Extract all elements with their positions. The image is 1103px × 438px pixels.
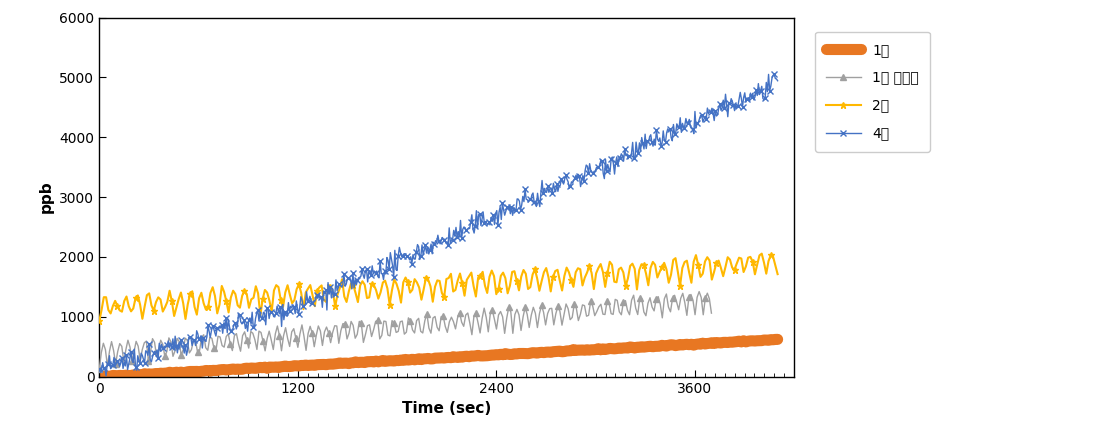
Line: 2번: 2번 [96, 250, 781, 325]
1번 [709, 340, 722, 345]
1번 재측정 [609, 297, 622, 302]
1번 [93, 374, 106, 379]
1번 재측정 [93, 367, 106, 372]
4번 [771, 78, 784, 83]
4번 [493, 204, 506, 209]
2번 [707, 269, 720, 275]
2번 [93, 318, 106, 324]
Line: 1번 재측정: 1번 재측정 [96, 288, 715, 373]
2번 [494, 273, 507, 279]
Y-axis label: ppb: ppb [39, 181, 54, 213]
1번 재측정 [647, 308, 661, 314]
2번 [771, 272, 784, 277]
1번 [771, 337, 784, 342]
4번 [604, 156, 618, 161]
1번 [97, 374, 110, 379]
1번 재측정 [95, 350, 108, 355]
4번 [547, 180, 560, 186]
4번 [762, 72, 775, 77]
1번 재측정 [456, 320, 469, 325]
2번 [756, 251, 769, 256]
1번 [510, 351, 523, 357]
1번 [95, 374, 108, 379]
4번 [93, 366, 106, 371]
4번 [400, 254, 414, 259]
4번 [268, 314, 281, 320]
1번 재측정 [705, 311, 718, 316]
2번 [507, 268, 521, 274]
1번 재측정 [468, 314, 481, 319]
2번 [664, 272, 677, 277]
Legend: 1번, 1번 재측정, 2번, 4번: 1번, 1번 재측정, 2번, 4번 [815, 32, 930, 152]
1번 [499, 351, 512, 356]
2번 [95, 307, 108, 313]
4번 [214, 325, 227, 330]
1번 [496, 352, 510, 357]
2번 [496, 270, 510, 275]
1번 [666, 343, 679, 348]
Line: 4번: 4번 [96, 72, 781, 378]
Line: 1번: 1번 [99, 339, 778, 377]
X-axis label: Time (sec): Time (sec) [403, 401, 491, 416]
1번 재측정 [693, 289, 706, 294]
4번 [99, 373, 113, 378]
1번 재측정 [457, 324, 470, 329]
